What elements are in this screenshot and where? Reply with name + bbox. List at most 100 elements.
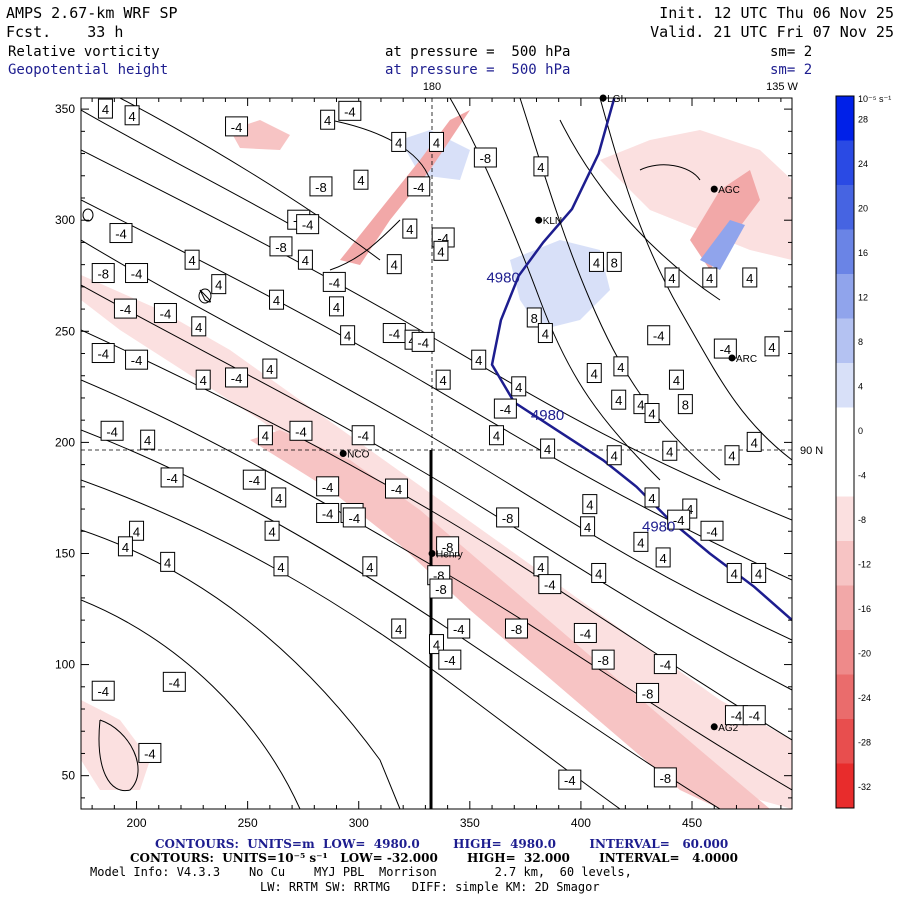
vorticity-label: -4 bbox=[580, 626, 592, 641]
valid-time: Valid. 21 UTC Fri 07 Nov 25 bbox=[650, 23, 894, 41]
vorticity-label: -4 bbox=[653, 329, 665, 344]
model-info: Model Info: V4.3.3 No Cu MYJ PBL Morriso… bbox=[90, 865, 632, 879]
vorticity-label-box bbox=[558, 769, 582, 790]
vorticity-label-box bbox=[402, 218, 418, 239]
colorbar-level-label: 24 bbox=[858, 159, 868, 169]
colorbar-level-label: -24 bbox=[858, 693, 871, 703]
vorticity-label-box bbox=[586, 363, 602, 384]
vorticity-label: 4 bbox=[188, 253, 195, 268]
vorticity-label-box bbox=[526, 307, 542, 328]
vorticity-label: 4 bbox=[102, 102, 109, 117]
vorticity-label-box bbox=[125, 263, 149, 284]
vorticity-label: 4 bbox=[768, 340, 775, 355]
vorticity-label: 4 bbox=[433, 135, 440, 150]
vorticity-label: -4 bbox=[231, 371, 243, 386]
colorbar-level-label: -20 bbox=[858, 648, 871, 658]
vorticity-label: -4 bbox=[131, 267, 143, 282]
vorticity-label: -4 bbox=[160, 307, 172, 322]
vorticity-label: 8 bbox=[531, 311, 538, 326]
colorbar-level-label: -8 bbox=[858, 515, 866, 525]
field2-name: Geopotential height bbox=[8, 62, 169, 78]
vorticity-label: -8 bbox=[433, 569, 445, 584]
vorticity-label-box bbox=[329, 296, 345, 317]
vorticity-label: 8 bbox=[682, 398, 689, 413]
vorticity-label: 4 bbox=[648, 491, 655, 506]
vorticity-label: 4 bbox=[615, 393, 622, 408]
vorticity-label-box bbox=[633, 531, 649, 552]
vorticity-label: 4 bbox=[437, 244, 444, 259]
model-title: AMPS 2.67-km WRF SP bbox=[6, 4, 178, 22]
station-dot bbox=[599, 94, 607, 102]
vorticity-label-box bbox=[540, 438, 556, 459]
vorticity-label-box bbox=[751, 562, 767, 583]
vorticity-label-box bbox=[537, 323, 553, 344]
vorticity-label: 4 bbox=[200, 373, 207, 388]
vorticity-label: 4 bbox=[273, 293, 280, 308]
vorticity-label-box bbox=[138, 742, 162, 763]
vorticity-label: 4 bbox=[637, 398, 644, 413]
station-label: AG2 bbox=[718, 723, 738, 734]
y-tick-label: 350 bbox=[55, 102, 75, 116]
vorticity-label: -4 bbox=[453, 622, 465, 637]
vorticity-label: 4 bbox=[215, 278, 222, 293]
vorticity-label-box bbox=[117, 536, 133, 557]
x-tick-label: 350 bbox=[460, 816, 480, 830]
vorticity-label: -4 bbox=[166, 471, 178, 486]
vorticity-label: 4 bbox=[595, 566, 602, 581]
vorticity-label-box bbox=[162, 671, 186, 692]
vorticity-label-box bbox=[297, 249, 313, 270]
vorticity-label-box bbox=[538, 574, 562, 595]
colorbar-swatch bbox=[836, 452, 854, 497]
vorticity-label-box bbox=[580, 516, 596, 537]
vorticity-label: 4 bbox=[660, 551, 667, 566]
vorticity-label-box bbox=[391, 131, 407, 152]
vorticity-label-box bbox=[391, 618, 407, 639]
vorticity-label-box bbox=[407, 176, 431, 197]
vorticity-label: 4 bbox=[611, 449, 618, 464]
colorbar-swatch bbox=[836, 674, 854, 719]
height-contour-label: 4980 bbox=[486, 269, 519, 286]
vorticity-label: 4 bbox=[262, 429, 269, 444]
vorticity-label-box bbox=[309, 176, 333, 197]
station-markers: NCO Henry KLN LGI ARC AG2 AGC bbox=[339, 94, 757, 734]
vorticity-label: -4 bbox=[322, 506, 334, 521]
x-tick-label: 400 bbox=[571, 816, 591, 830]
vorticity-label-box bbox=[647, 325, 671, 346]
vorticity-label: -4 bbox=[302, 218, 314, 233]
vorticity-label-box bbox=[447, 618, 471, 639]
vorticity-label-box bbox=[591, 562, 607, 583]
physics-info: LW: RRTM SW: RRTMG DIFF: simple KM: 2D S… bbox=[260, 880, 600, 894]
vorticity-label-box bbox=[109, 223, 133, 244]
vorticity-label: 8 bbox=[611, 255, 618, 270]
vorticity-label-box bbox=[129, 520, 145, 541]
vorticity-label-box bbox=[385, 478, 409, 499]
vorticity-label: -4 bbox=[144, 746, 156, 761]
vorticity-label-box bbox=[100, 420, 124, 441]
vorticity-label: -8 bbox=[660, 771, 672, 786]
vorticity-label-box bbox=[653, 654, 677, 675]
station-label: Henry bbox=[436, 549, 463, 560]
height-contour-labels: 4980 4980 4980 bbox=[486, 269, 675, 535]
vorticity-label-box bbox=[726, 562, 742, 583]
station-dot bbox=[428, 549, 436, 557]
vorticity-label: -4 bbox=[349, 511, 361, 526]
colorbar-swatch bbox=[836, 541, 854, 586]
vorticity-label: 4 bbox=[440, 373, 447, 388]
contours-vorticity-info: CONTOURS: UNITS=10⁻⁵ s⁻¹ LOW= -32.000 HI… bbox=[130, 851, 738, 865]
vorticity-label-box bbox=[342, 507, 366, 528]
vorticity-label: 4 bbox=[542, 327, 549, 342]
vorticity-label: -4 bbox=[660, 658, 672, 673]
vorticity-label: 4 bbox=[537, 160, 544, 175]
vorticity-label: -8 bbox=[275, 240, 287, 255]
station-dot bbox=[339, 450, 347, 457]
vorticity-label: -4 bbox=[295, 424, 307, 439]
vorticity-label-box bbox=[667, 509, 691, 530]
vorticity-label-box bbox=[269, 236, 293, 257]
vorticity-label: 4 bbox=[357, 173, 364, 188]
y-tick-label: 200 bbox=[55, 435, 75, 449]
vorticity-label-box bbox=[225, 116, 249, 137]
colorbar-level-label: -4 bbox=[858, 470, 866, 480]
vorticity-label-box bbox=[700, 520, 724, 541]
y-tick-label: 50 bbox=[62, 769, 76, 783]
vorticity-label: -4 bbox=[500, 402, 512, 417]
